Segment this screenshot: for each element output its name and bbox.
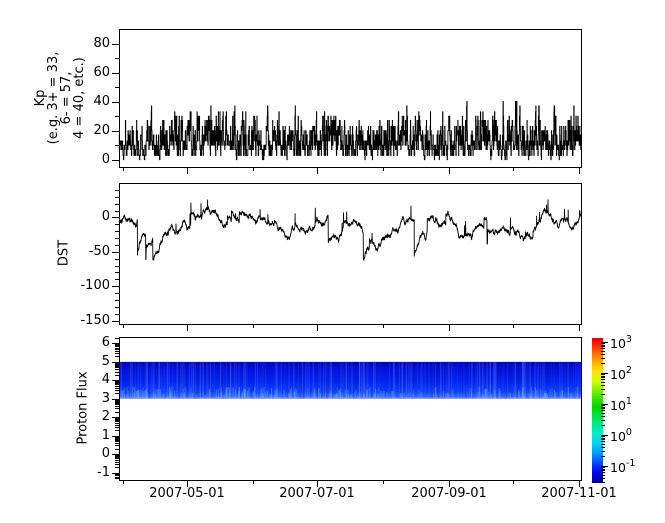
kp-y-tick-label: 0: [101, 152, 110, 167]
kp-y-tick-label: 80: [93, 36, 110, 51]
colorbar-tick-label: 10-1: [610, 457, 636, 476]
x-tick-label: 2007-11-01: [541, 486, 617, 501]
dst-y-tick-label: 0: [101, 209, 110, 224]
colorbar-tick-label: 102: [610, 364, 632, 383]
colorbar-tick-label: 101: [610, 395, 632, 414]
colorbar-tick-label: 103: [610, 333, 632, 352]
kp-y-tick-label: 60: [93, 65, 110, 80]
proton-flux-y-tick-label: 1: [101, 428, 110, 443]
dst-y-tick-label: -50: [88, 244, 110, 259]
x-tick-label: 2007-09-01: [411, 486, 487, 501]
kp-y-tick-label: 20: [93, 123, 110, 138]
x-tick-label: 2007-07-01: [279, 486, 355, 501]
proton-flux-y-tick-label: -1: [97, 465, 110, 480]
proton-flux-y-tick-label: 3: [101, 391, 110, 406]
proton-flux-y-tick-label: 0: [101, 446, 110, 461]
proton-flux-y-tick-label: 2: [101, 409, 110, 424]
x-tick-label: 2007-05-01: [149, 486, 225, 501]
proton-flux-y-tick-label: 4: [101, 372, 110, 387]
dst-y-tick-label: -150: [80, 313, 110, 328]
proton-flux-y-tick-label: 5: [101, 354, 110, 369]
colorbar-tick-label: 100: [610, 426, 632, 445]
proton-flux-y-tick-label: 6: [101, 335, 110, 350]
dst-y-tick-label: -100: [80, 278, 110, 293]
kp-y-tick-label: 40: [93, 94, 110, 109]
